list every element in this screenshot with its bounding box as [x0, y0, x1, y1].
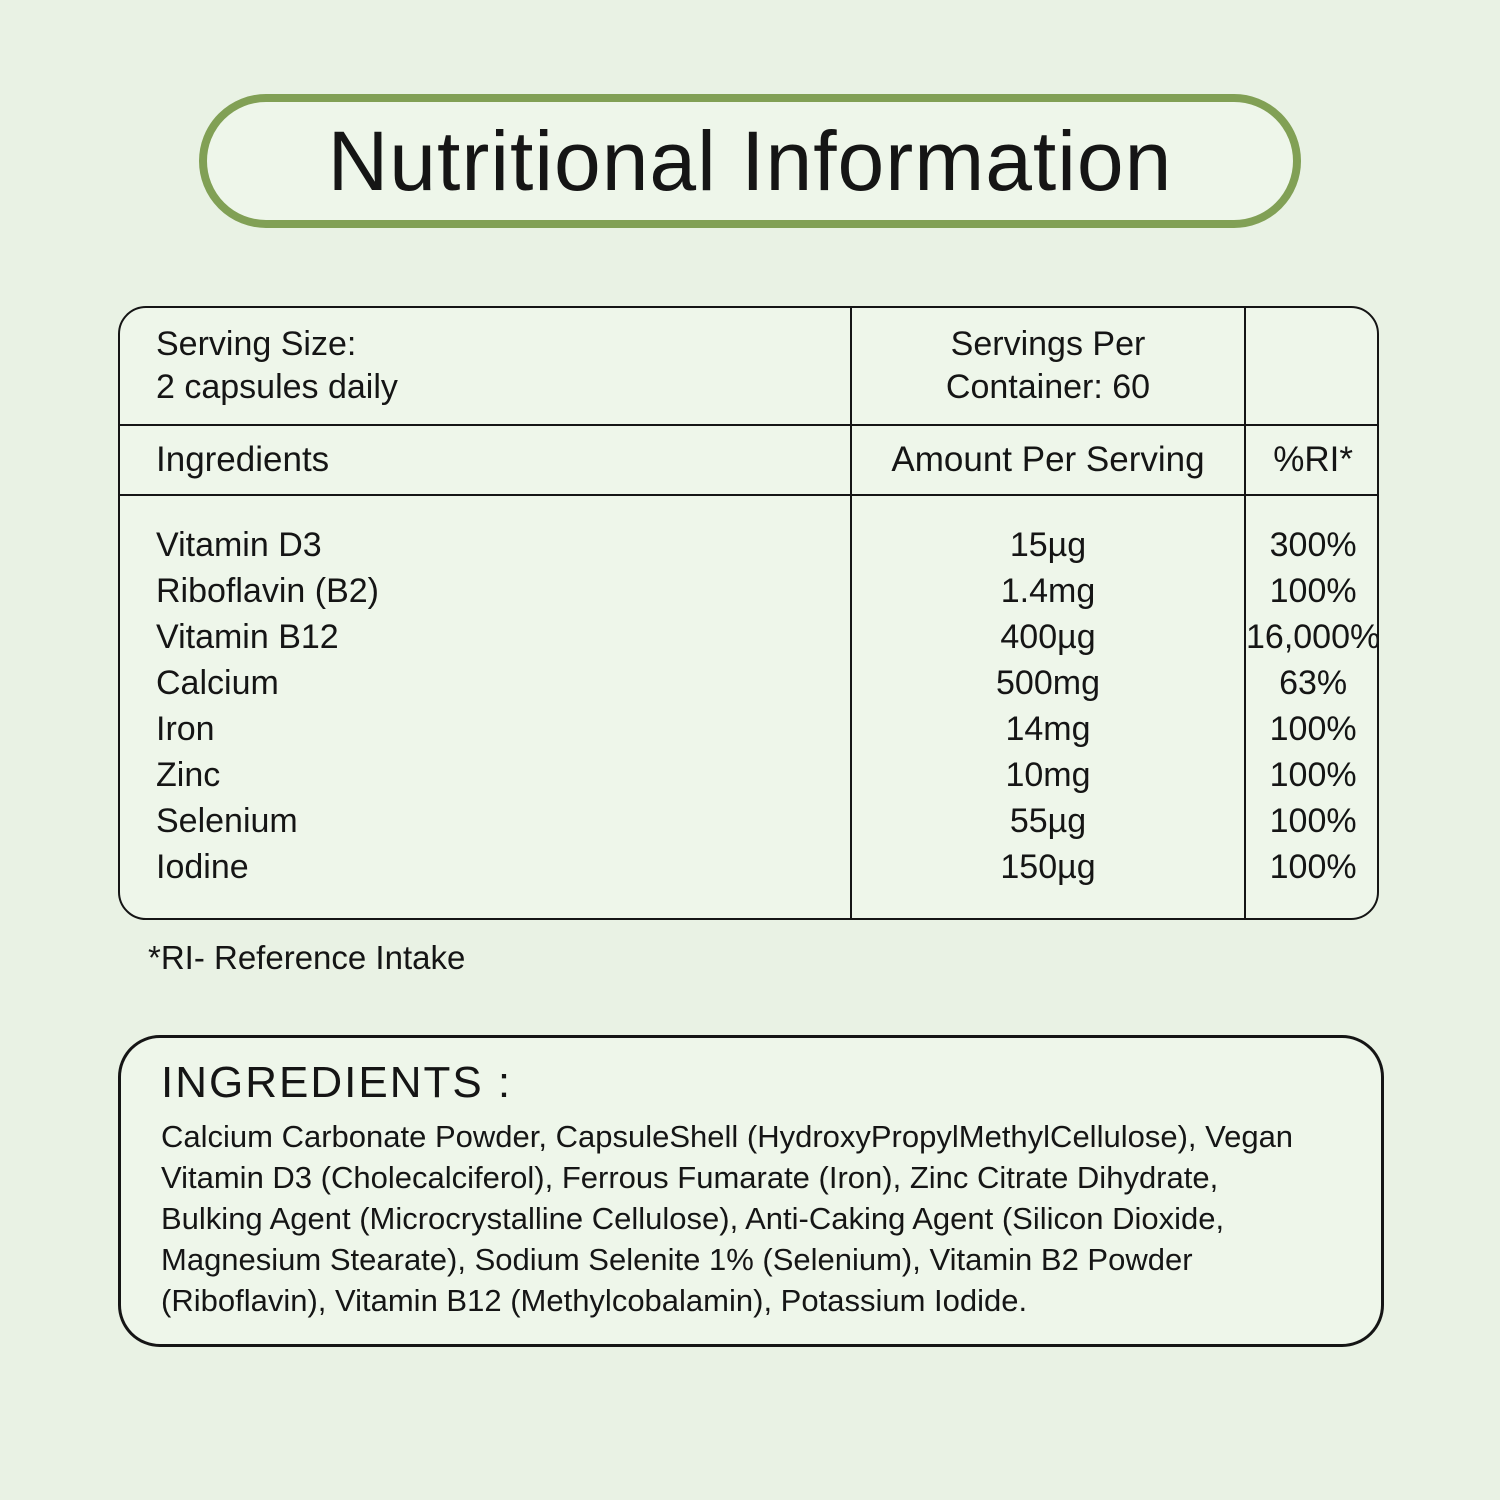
amounts-column: 15µg 1.4mg 400µg 500mg 14mg 10mg 55µg 150µg	[850, 496, 1244, 918]
ri-column-header: %RI*	[1244, 426, 1377, 496]
ingredient-amount: 10mg	[1005, 755, 1091, 794]
ri-footnote: *RI- Reference Intake	[148, 939, 466, 976]
nutrition-table: Serving Size: 2 capsules daily Servings …	[118, 306, 1379, 920]
ingredients-line: Magnesium Stearate), Sodium Selenite 1% …	[161, 1242, 1193, 1277]
ingredient-name: Vitamin B12	[156, 617, 339, 656]
ingredient-ri: 300%	[1269, 525, 1357, 564]
serving-size-label: Serving Size:	[156, 325, 357, 363]
ingredients-line: Calcium Carbonate Powder, CapsuleShell (…	[161, 1119, 1294, 1154]
ingredient-name: Iodine	[156, 847, 249, 886]
serving-size-value: 2 capsules daily	[156, 368, 398, 406]
ingredients-heading: INGREDIENTS :	[161, 1058, 513, 1107]
ingredient-amount: 1.4mg	[1000, 571, 1096, 610]
ri-values-column: 300% 100% 16,000% 63% 100% 100% 100% 100%	[1244, 496, 1379, 918]
page-title: Nutritional Information	[327, 113, 1173, 208]
ingredient-amount: 500mg	[996, 663, 1100, 702]
ingredient-name: Calcium	[156, 663, 279, 702]
ingredient-amount: 15µg	[1009, 525, 1087, 564]
ingredient-name: Vitamin D3	[156, 525, 322, 564]
amount-column-header: Amount Per Serving	[850, 426, 1244, 496]
servings-per-container-cell: Servings Per Container: 60	[850, 308, 1244, 426]
ingredient-ri: 63%	[1279, 663, 1348, 702]
ingredient-ri: 100%	[1269, 801, 1357, 840]
ingredients-text: Calcium Carbonate Powder, CapsuleShell (…	[161, 1116, 1341, 1321]
ingredient-ri: 100%	[1269, 709, 1357, 748]
servings-per-line2: Container: 60	[945, 368, 1151, 406]
ingredients-line: (Riboflavin), Vitamin B12 (Methylcobalam…	[161, 1283, 1028, 1318]
ingredient-name: Riboflavin (B2)	[156, 571, 379, 610]
ingredient-amount: 400µg	[1000, 617, 1096, 656]
servings-per-line1: Servings Per	[950, 325, 1146, 363]
ingredient-name: Selenium	[156, 801, 298, 840]
ingredient-amount: 14mg	[1005, 709, 1091, 748]
ingredient-name: Zinc	[156, 755, 221, 794]
ingredients-card: INGREDIENTS : Calcium Carbonate Powder, …	[118, 1035, 1384, 1347]
title-pill: Nutritional Information	[199, 94, 1301, 228]
ingredient-ri: 16,000%	[1246, 617, 1379, 656]
ingredient-name: Iron	[156, 709, 215, 748]
ingredient-amount: 55µg	[1009, 801, 1087, 840]
header-empty-cell	[1244, 308, 1377, 426]
ingredient-ri: 100%	[1269, 571, 1357, 610]
ingredients-line: Vitamin D3 (Cholecalciferol), Ferrous Fu…	[161, 1160, 1219, 1195]
ingredient-amount: 150µg	[1000, 847, 1096, 886]
ingredient-ri: 100%	[1269, 755, 1357, 794]
serving-size-cell: Serving Size: 2 capsules daily	[120, 308, 850, 426]
ingredient-names-column: Vitamin D3 Riboflavin (B2) Vitamin B12 Calc…	[120, 496, 850, 918]
ingredients-column-header: Ingredients	[120, 426, 850, 496]
ingredient-ri: 100%	[1269, 847, 1357, 886]
ingredients-line: Bulking Agent (Microcrystalline Cellulos…	[161, 1201, 1225, 1236]
